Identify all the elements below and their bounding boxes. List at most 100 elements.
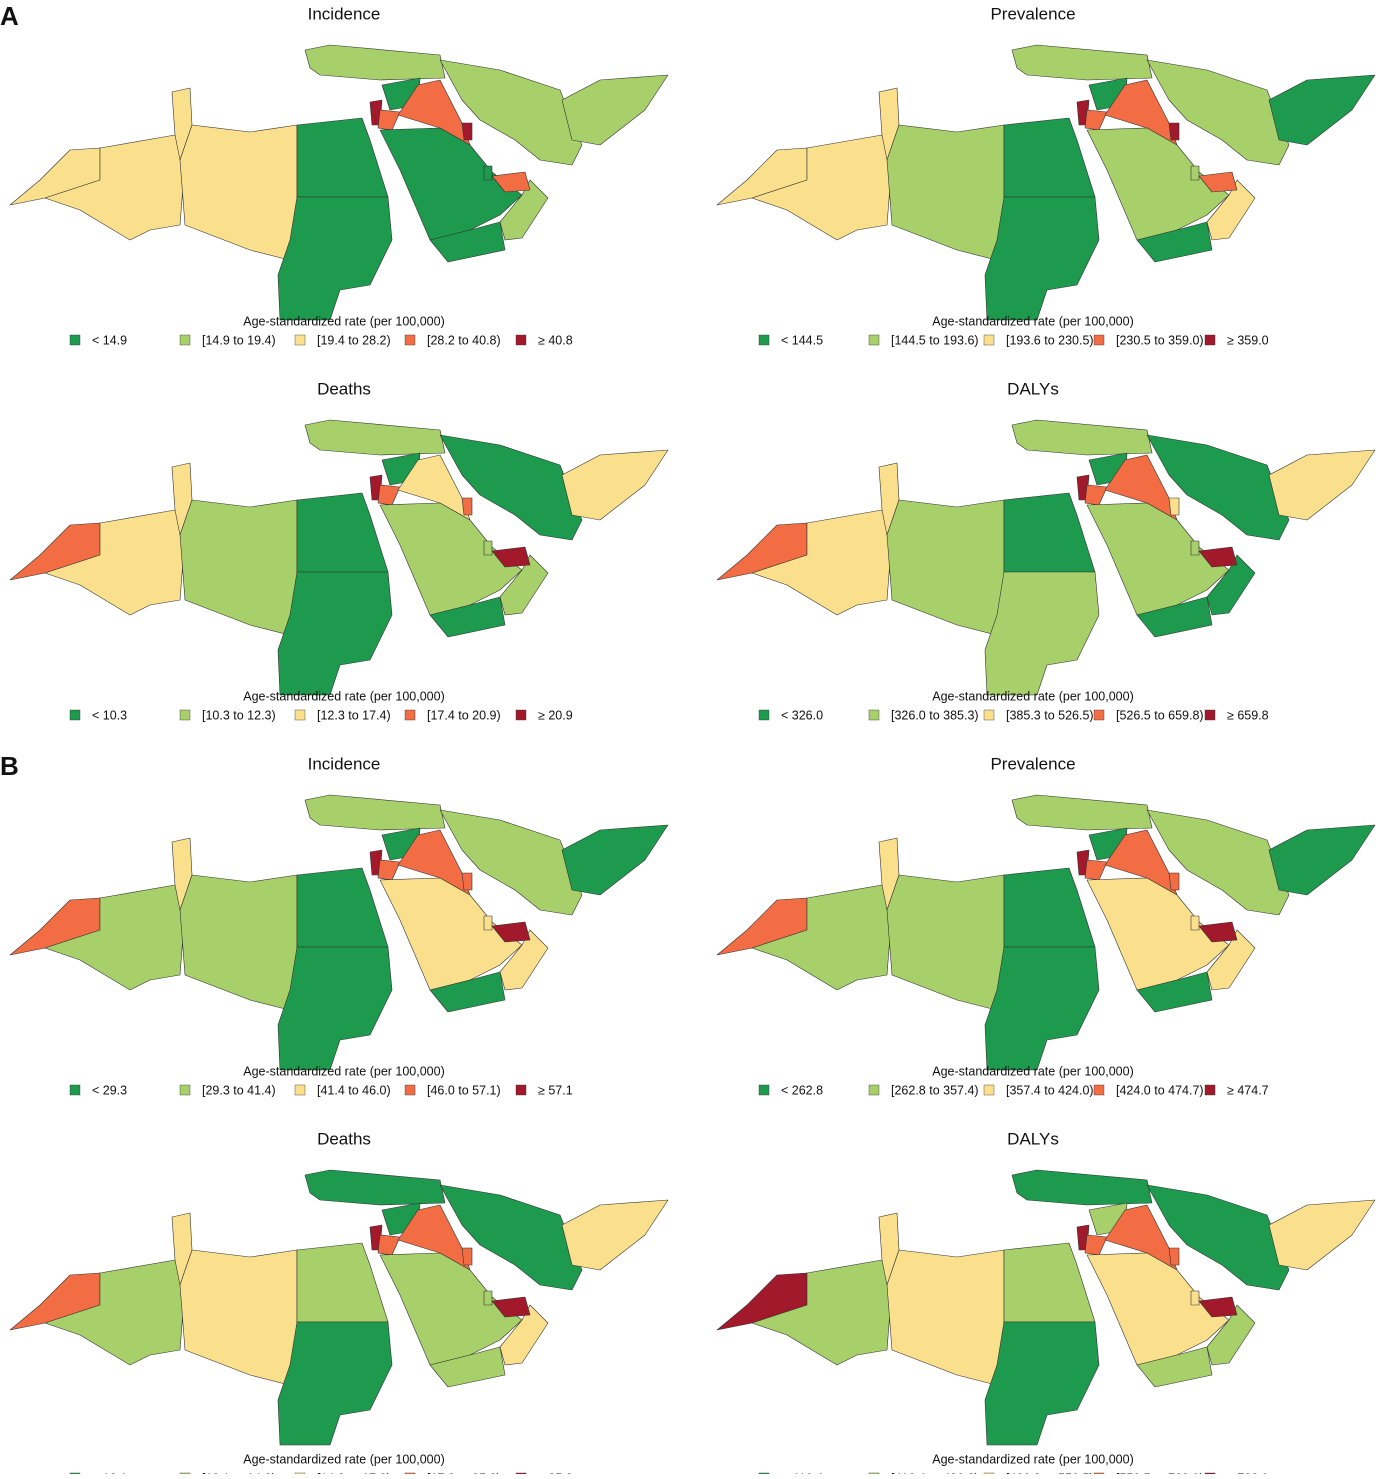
region <box>1086 127 1230 241</box>
region <box>1268 824 1376 896</box>
region <box>377 109 401 131</box>
map-panel: Prevalence Age-standardized rate (per 100… <box>716 4 1376 347</box>
region <box>277 571 393 696</box>
legend-swatch <box>404 1084 416 1096</box>
legend-item: < 29.3 <box>92 1083 127 1097</box>
legend-item: [193.6 to 230.5) <box>1006 333 1094 347</box>
legend-item: [262.8 to 357.4) <box>891 1083 979 1097</box>
map-title: Incidence <box>308 754 381 773</box>
region <box>886 499 1005 638</box>
map-panel: Prevalence Age-standardized rate (per 100… <box>716 754 1376 1097</box>
region <box>984 946 1100 1071</box>
map-panel: DALYs Age-standardized rate (per 100,000)… <box>716 379 1376 722</box>
region <box>1086 877 1230 991</box>
region <box>461 497 473 516</box>
region <box>296 1242 389 1323</box>
legend-swatch <box>868 334 880 346</box>
region <box>1146 809 1290 916</box>
legend-title: Age-standardized rate (per 100,000) <box>932 314 1134 328</box>
map <box>716 419 1376 696</box>
legend-item: [46.0 to 57.1) <box>427 1083 501 1097</box>
region <box>1168 122 1180 141</box>
region <box>1003 117 1096 198</box>
region <box>429 221 506 263</box>
legend-swatch <box>404 334 416 346</box>
region <box>1198 1296 1238 1318</box>
region <box>377 484 401 506</box>
region <box>886 874 1005 1013</box>
region <box>379 877 523 991</box>
legend-swatch <box>983 334 995 346</box>
region <box>1003 1242 1096 1323</box>
legend-swatch <box>515 709 527 721</box>
region <box>379 127 523 241</box>
legend-swatch <box>404 709 416 721</box>
region <box>984 196 1100 321</box>
map-title: DALYs <box>1007 1129 1059 1148</box>
legend-item: [28.2 to 40.8) <box>427 333 501 347</box>
region <box>886 124 1005 263</box>
region <box>1168 1247 1180 1266</box>
region <box>304 419 446 456</box>
region <box>561 1199 669 1271</box>
region <box>1168 872 1180 891</box>
region <box>439 1184 583 1291</box>
legend-item: [326.0 to 385.3) <box>891 708 979 722</box>
region <box>1084 109 1108 131</box>
region <box>483 1290 493 1306</box>
map-title: Incidence <box>308 4 381 23</box>
region <box>304 44 446 81</box>
region <box>1146 434 1290 541</box>
legend-swatch <box>294 709 306 721</box>
region <box>1198 171 1238 193</box>
legend-item: ≥ 659.8 <box>1227 708 1269 722</box>
region <box>179 499 298 638</box>
legend-title: Age-standardized rate (per 100,000) <box>932 1064 1134 1078</box>
map-title: Deaths <box>317 379 371 398</box>
legend-swatch <box>179 709 191 721</box>
legend-item: [526.5 to 659.8) <box>1116 708 1204 722</box>
legend-item: [357.4 to 424.0) <box>1006 1083 1094 1097</box>
region <box>1146 1184 1290 1291</box>
map <box>9 44 669 321</box>
legend-swatch <box>1204 334 1216 346</box>
legend-title: Age-standardized rate (per 100,000) <box>932 689 1134 703</box>
map-panel: Incidence Age-standardized rate (per 100,… <box>9 754 669 1097</box>
legend-swatch <box>179 334 191 346</box>
legend-item: [41.4 to 46.0) <box>317 1083 391 1097</box>
legend-item: [14.9 to 19.4) <box>202 333 276 347</box>
legend-swatch <box>294 1084 306 1096</box>
legend-swatch <box>1204 1084 1216 1096</box>
legend-swatch <box>983 709 995 721</box>
region <box>379 502 523 616</box>
region <box>461 1247 473 1266</box>
region <box>1136 221 1213 263</box>
region <box>1084 484 1108 506</box>
region <box>1190 540 1200 556</box>
region <box>1198 546 1238 568</box>
legend-item: [144.5 to 193.6) <box>891 333 979 347</box>
legend-swatch <box>758 1084 770 1096</box>
legend-swatch <box>758 334 770 346</box>
legend-item: [12.3 to 17.4) <box>317 708 391 722</box>
region <box>499 1304 549 1366</box>
region <box>1206 179 1256 241</box>
region <box>1011 794 1153 831</box>
legend-item: ≥ 57.1 <box>538 1083 573 1097</box>
legend-title: Age-standardized rate (per 100,000) <box>243 314 445 328</box>
region <box>1268 449 1376 521</box>
map-title: Deaths <box>317 1129 371 1148</box>
region <box>483 915 493 931</box>
legend-swatch <box>515 1084 527 1096</box>
legend-item: [10.3 to 12.3) <box>202 708 276 722</box>
legend-item: < 144.5 <box>781 333 823 347</box>
map-panel: Deaths Age-standardized rate (per 100,000… <box>9 1129 669 1479</box>
region <box>1206 929 1256 991</box>
region <box>1136 1346 1213 1388</box>
region <box>561 449 669 521</box>
legend-item: ≥ 359.0 <box>1227 333 1269 347</box>
region <box>296 867 389 948</box>
region <box>379 1252 523 1366</box>
region <box>1190 1290 1200 1306</box>
